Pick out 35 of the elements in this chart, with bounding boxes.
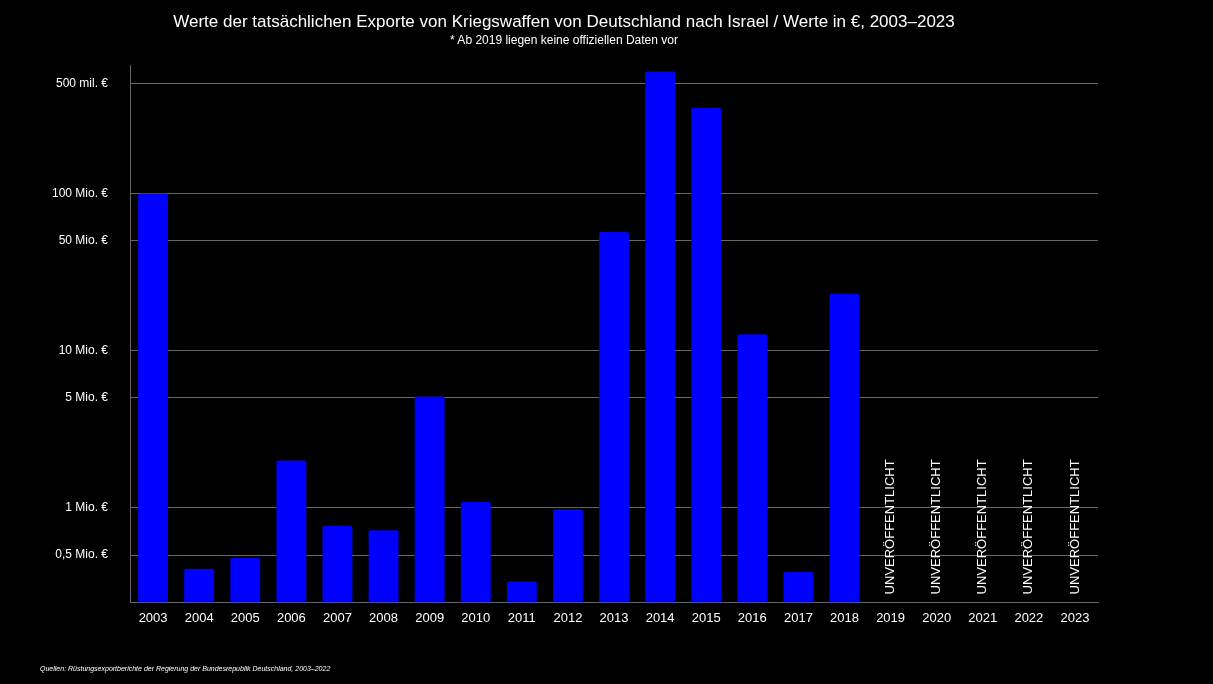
y-tick-label: 0,5 Mio. € <box>55 547 109 562</box>
x-tick-label: 2009 <box>415 609 445 625</box>
y-tick-label: 10 Mio. € <box>58 342 109 357</box>
annotation: UNVERÖFFENTLICHT <box>1066 459 1082 595</box>
x-tick-label: 2013 <box>599 609 629 625</box>
x-tick-label: 2020 <box>922 609 952 625</box>
y-tick-label: 5 Mio. € <box>65 390 109 405</box>
x-tick-label: 2014 <box>645 609 675 625</box>
x-tick-label: 2010 <box>461 609 491 625</box>
x-tick-label: 2022 <box>1014 609 1044 625</box>
y-tick-label: 1 Mio. € <box>65 500 109 515</box>
x-tick-label: 2005 <box>230 609 260 625</box>
x-tick-label: 2015 <box>691 609 721 625</box>
annotation: UNVERÖFFENTLICHT <box>882 459 898 595</box>
x-tick-label: 2016 <box>737 609 767 625</box>
x-tick-label: 2003 <box>138 609 168 625</box>
x-tick-label: 2021 <box>968 609 998 625</box>
annotation: UNVERÖFFENTLICHT <box>928 459 944 595</box>
x-tick-label: 2017 <box>783 609 813 625</box>
x-tick-label: 2006 <box>276 609 306 625</box>
chart-subtitle: * Ab 2019 liegen keine offiziellen Daten vor <box>450 32 678 47</box>
chart-title: Werte der tatsächlichen Exporte von Kriegswaffen von Deutschland nach Israel / Werte in €, 2003–2023 <box>173 11 955 31</box>
x-tick-label: 2012 <box>553 609 583 625</box>
x-tick-label: 2007 <box>322 609 352 625</box>
x-tick-label: 2018 <box>830 609 859 625</box>
x-tick-label: 2019 <box>876 609 906 625</box>
x-tick-label: 2011 <box>507 609 536 625</box>
x-tick-label: 2008 <box>369 609 399 625</box>
y-tick-label: 50 Mio. € <box>58 233 109 248</box>
annotation: UNVERÖFFENTLICHT <box>1020 459 1036 595</box>
x-tick-label: 2004 <box>184 609 214 625</box>
y-tick-label: 500 mil. € <box>56 76 109 91</box>
x-tick-label: 2023 <box>1060 609 1090 625</box>
y-tick-label: 100 Mio. € <box>51 185 109 200</box>
annotation: UNVERÖFFENTLICHT <box>974 459 990 595</box>
